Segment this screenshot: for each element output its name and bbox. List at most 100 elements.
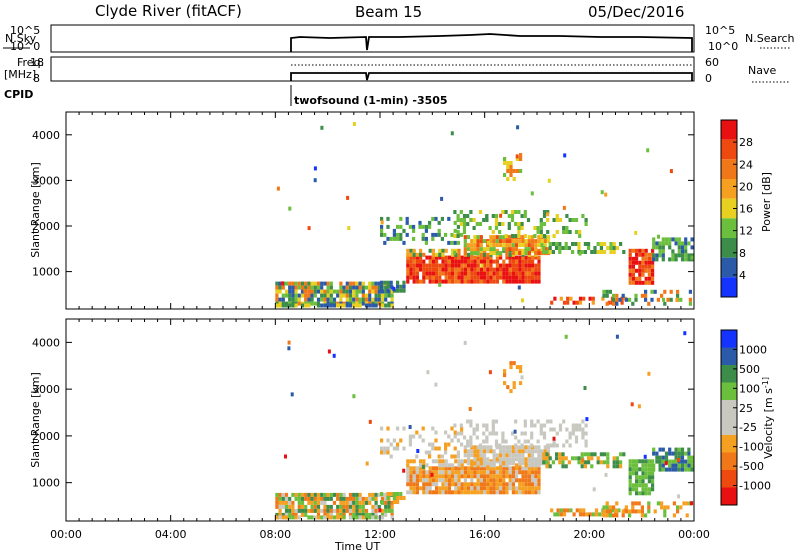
velocity-cell [342, 496, 346, 501]
cpid-label: CPID [4, 88, 33, 101]
power-cell [527, 235, 531, 240]
power-cell [546, 210, 550, 214]
power-cell [384, 289, 388, 294]
velocity-cell [453, 423, 457, 428]
power-cell [457, 271, 461, 276]
velocity-cell [520, 443, 524, 448]
power-cell [571, 218, 575, 222]
power-cell [669, 297, 673, 302]
power-cell [396, 236, 400, 241]
velocity-cell [304, 496, 308, 501]
velocity-cell [676, 505, 680, 510]
power-cell [498, 239, 503, 244]
nsky-tick-bottom: 10^0 [10, 40, 40, 53]
velocity-sparse-cell [290, 392, 294, 397]
power-cell [431, 255, 435, 260]
velocity-colorbar-segment [721, 452, 737, 470]
power-cell [571, 242, 575, 246]
velocity-cell [392, 446, 396, 451]
power-cell [415, 279, 419, 284]
velocity-cell [409, 490, 413, 495]
power-cell [345, 303, 349, 308]
velocity-cell [431, 446, 435, 451]
velocity-cell [479, 457, 483, 462]
power-cell [304, 297, 308, 302]
velocity-cell [307, 508, 311, 513]
power-cell [527, 243, 531, 248]
velocity-cell [352, 500, 356, 505]
velocity-cell [368, 512, 372, 517]
power-cell [489, 279, 493, 284]
velocity-cell [444, 459, 448, 464]
velocity-cell [679, 505, 683, 510]
power-cell [463, 247, 467, 252]
velocity-cell [671, 467, 675, 472]
velocity-cell [453, 446, 457, 451]
velocity-cell [470, 470, 474, 475]
velocity-cell [619, 464, 623, 469]
velocity-cell [644, 487, 648, 492]
power-sparse-cell [486, 240, 490, 245]
velocity-cell [457, 490, 461, 495]
power-cell [294, 281, 298, 286]
velocity-cell [281, 492, 285, 497]
velocity-cell [428, 486, 432, 491]
power-cell [680, 241, 685, 246]
velocity-cell [631, 505, 635, 510]
power-sparse-cell [646, 148, 650, 153]
velocity-cell [506, 385, 510, 390]
power-cell [508, 239, 512, 244]
power-cell [476, 279, 480, 284]
power-cell [501, 222, 505, 226]
power-cell [655, 241, 659, 246]
velocity-cell [562, 419, 566, 424]
velocity-cell [467, 486, 471, 491]
power-cell [479, 271, 483, 276]
velocity-cell [384, 504, 388, 509]
power-cell [635, 276, 639, 281]
velocity-cell [368, 492, 372, 497]
velocity-cell [631, 459, 635, 464]
velocity-cell [435, 482, 439, 487]
power-cell [415, 275, 419, 280]
velocity-cell [313, 496, 317, 501]
power-cell [671, 237, 675, 242]
power-cell [524, 247, 528, 252]
power-cell [412, 271, 416, 276]
power-cell [584, 218, 588, 222]
velocity-cell [494, 419, 499, 424]
velocity-cell [444, 470, 448, 475]
velocity-cell [655, 459, 659, 464]
power-cell [463, 235, 467, 240]
power-cell [638, 260, 642, 265]
power-cell [457, 279, 461, 284]
velocity-cell [441, 459, 445, 464]
power-sparse-cell [352, 122, 356, 126]
power-cell [486, 275, 490, 280]
velocity-cell [615, 509, 619, 514]
velocity-cell [558, 460, 562, 465]
power-cell [635, 248, 639, 253]
velocity-cell [565, 439, 569, 444]
velocity-cell [641, 459, 645, 464]
velocity-cell [511, 474, 515, 479]
power-cell [518, 263, 522, 268]
velocity-cell [511, 482, 515, 487]
power-cell [460, 271, 464, 276]
power-cell [548, 242, 552, 246]
power-cell [603, 242, 607, 246]
power-cell [288, 303, 292, 308]
velocity-cell [515, 365, 519, 370]
velocity-cell [364, 508, 369, 513]
velocity-cell [495, 474, 499, 479]
power-cell [495, 275, 499, 280]
power-cell [509, 165, 513, 169]
power-cell [505, 279, 509, 284]
power-cell [534, 267, 538, 272]
power-cell [531, 263, 535, 268]
power-cell [479, 275, 483, 280]
velocity-cell [680, 463, 685, 468]
power-cell [456, 240, 460, 245]
power-cell [355, 285, 359, 290]
power-cell [565, 226, 569, 230]
